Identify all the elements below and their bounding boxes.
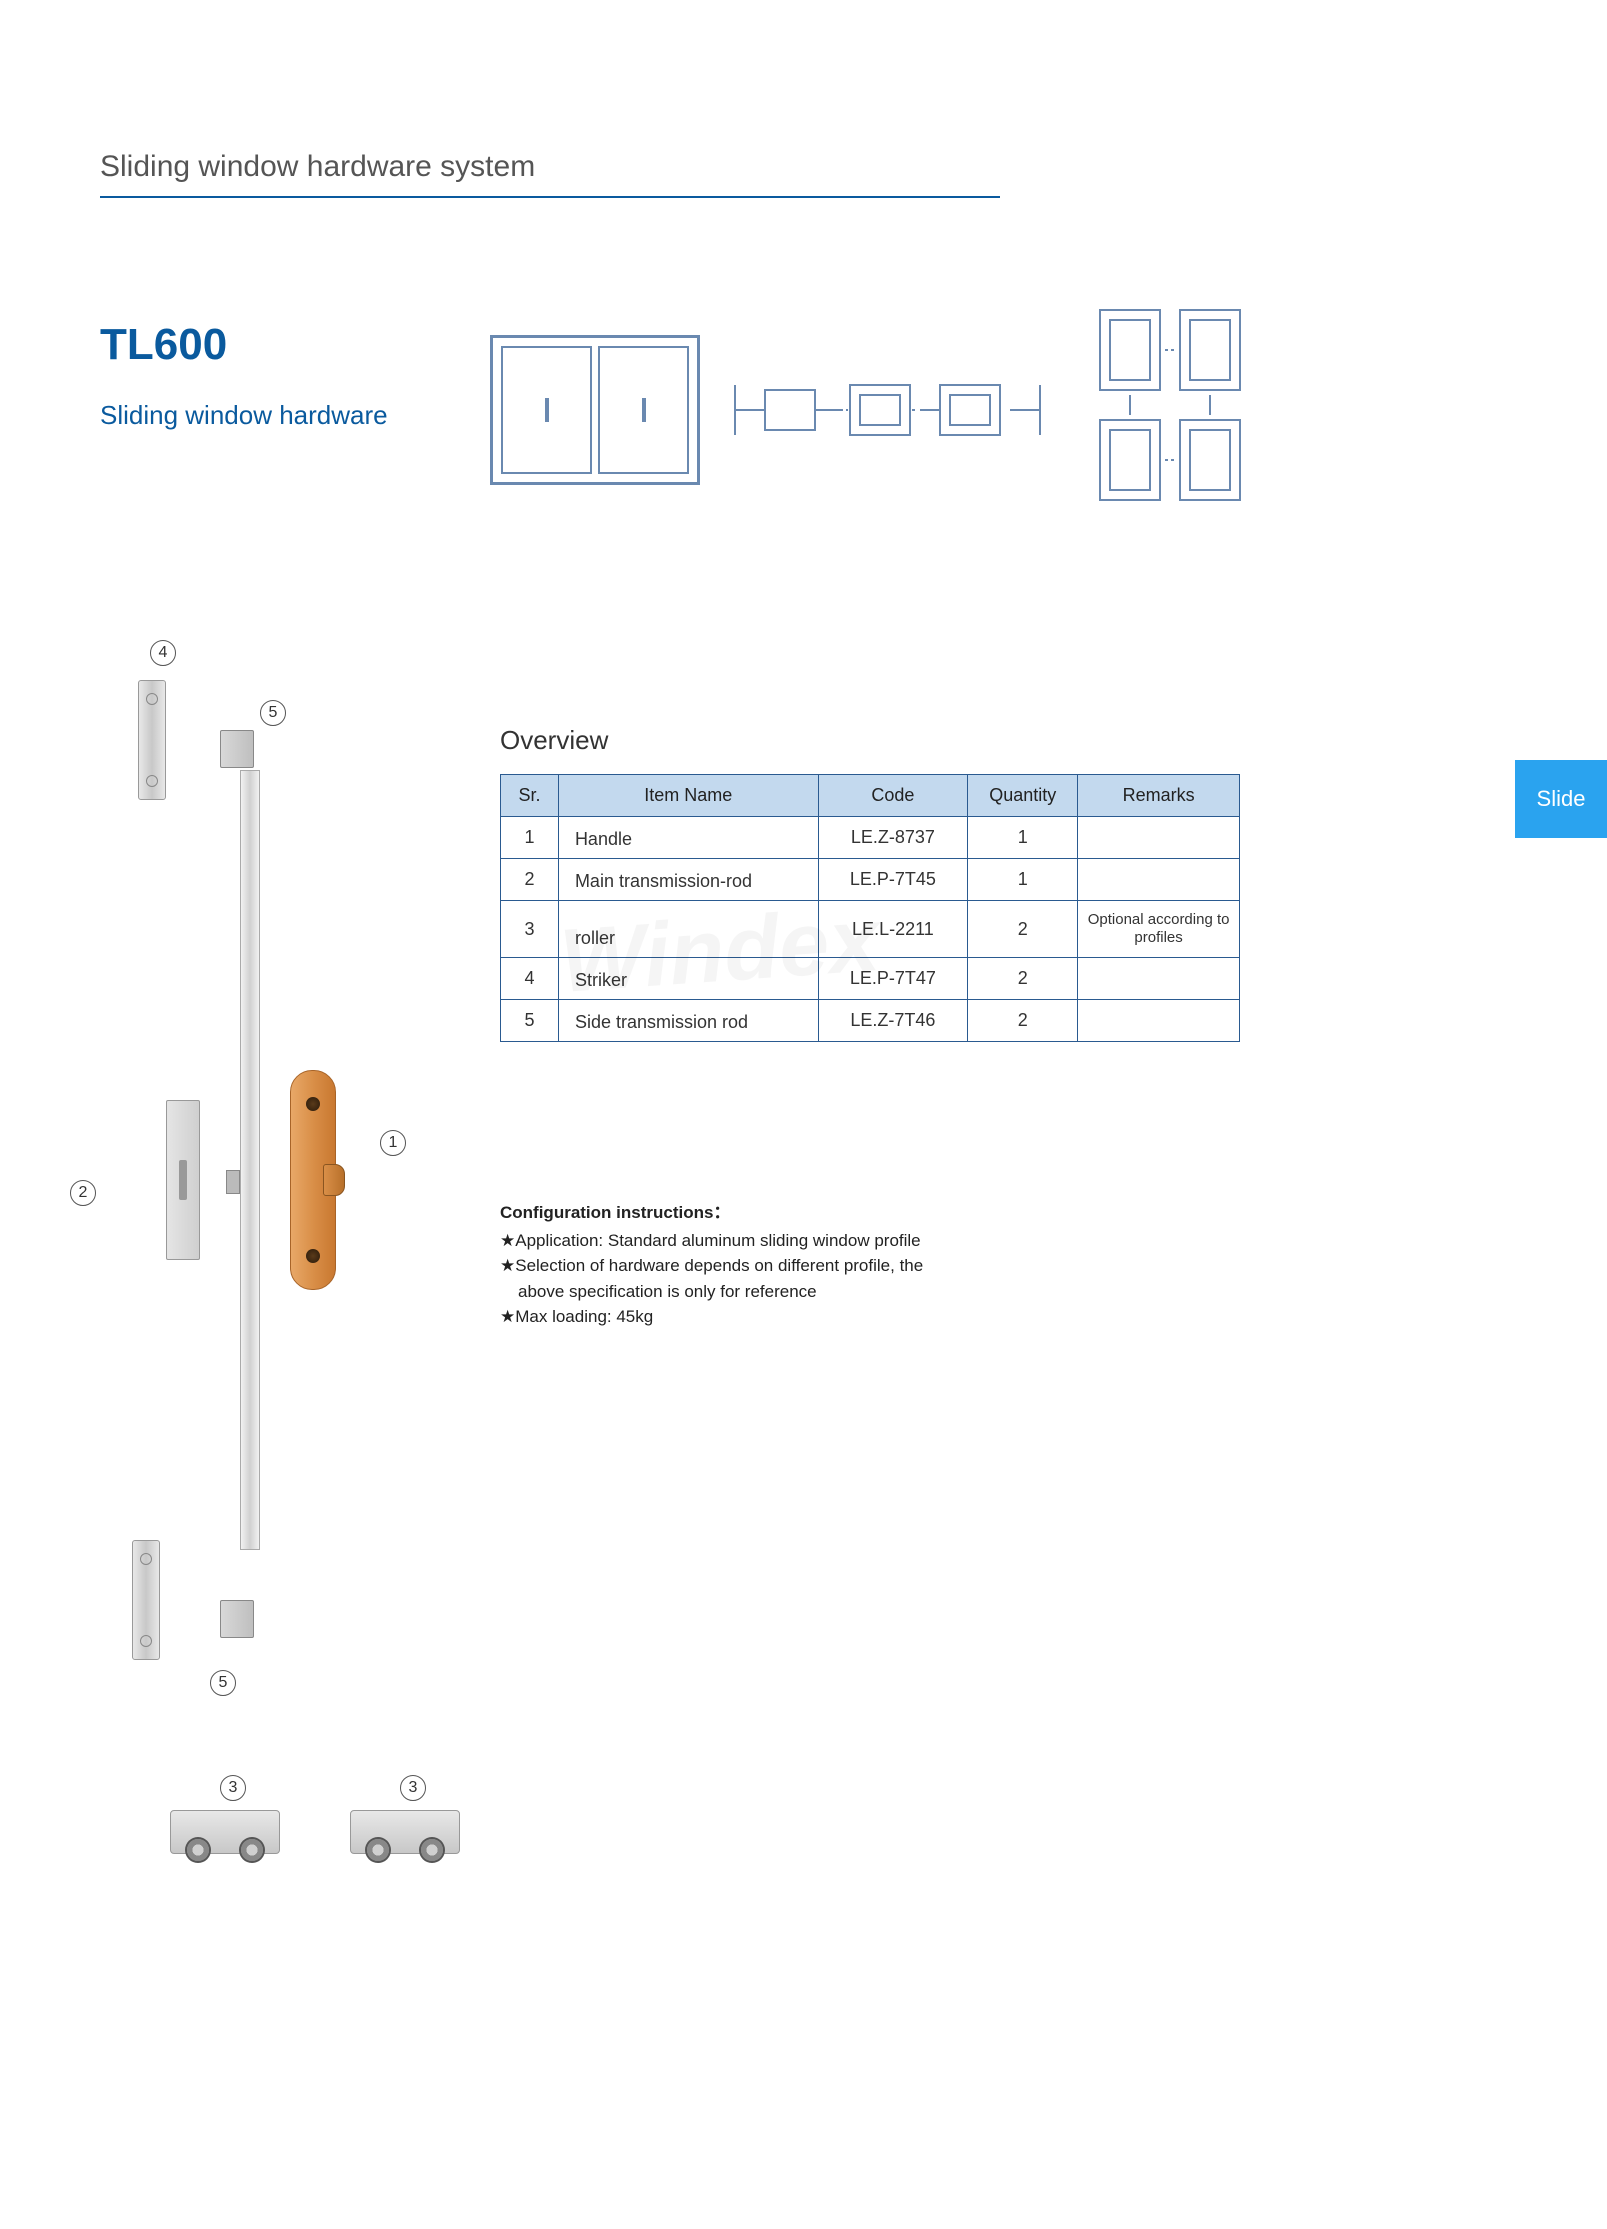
rod-pin-icon bbox=[226, 1170, 240, 1194]
overview-section: Overview Sr. Item Name Code Quantity Rem… bbox=[500, 725, 1240, 1042]
cell-qty: 2 bbox=[968, 958, 1078, 1000]
table-row: 5 Side transmission rod LE.Z-7T46 2 bbox=[501, 1000, 1240, 1042]
config-title: Configuration instructions： bbox=[500, 1200, 1200, 1226]
table-row: 4 Striker LE.P-7T47 2 bbox=[501, 958, 1240, 1000]
part-main-transmission-rod bbox=[240, 770, 260, 1550]
handle-knob-icon bbox=[323, 1164, 345, 1196]
page-header: Sliding window hardware system bbox=[100, 150, 1000, 198]
config-line: above specification is only for referenc… bbox=[500, 1279, 1200, 1305]
callout-5: 5 bbox=[260, 700, 286, 726]
part-roller bbox=[170, 1810, 280, 1854]
cell-remarks bbox=[1078, 1000, 1240, 1042]
cell-remarks bbox=[1078, 859, 1240, 901]
part-side-transmission-rod bbox=[220, 730, 254, 768]
part-roller bbox=[350, 1810, 460, 1854]
cell-remarks: Optional according to profiles bbox=[1078, 901, 1240, 958]
cell-remarks bbox=[1078, 817, 1240, 859]
col-header-quantity: Quantity bbox=[968, 775, 1078, 817]
cell-code: LE.L-2211 bbox=[818, 901, 968, 958]
table-row: 1 Handle LE.Z-8737 1 bbox=[501, 817, 1240, 859]
col-header-code: Code bbox=[818, 775, 968, 817]
profile-vertical-schematic-icon bbox=[1080, 300, 1260, 520]
cell-qty: 2 bbox=[968, 1000, 1078, 1042]
table-header-row: Sr. Item Name Code Quantity Remarks bbox=[501, 775, 1240, 817]
cell-sr: 3 bbox=[501, 901, 559, 958]
cell-qty: 1 bbox=[968, 817, 1078, 859]
cell-sr: 5 bbox=[501, 1000, 559, 1042]
overview-tbody: 1 Handle LE.Z-8737 1 2 Main transmission… bbox=[501, 817, 1240, 1042]
window-pane bbox=[598, 346, 689, 474]
part-side-transmission-rod bbox=[220, 1600, 254, 1638]
header-rule bbox=[100, 196, 1000, 198]
col-header-remarks: Remarks bbox=[1078, 775, 1240, 817]
callout-1: 1 bbox=[380, 1130, 406, 1156]
window-pane bbox=[501, 346, 592, 474]
cell-code: LE.Z-8737 bbox=[818, 817, 968, 859]
cell-qty: 2 bbox=[968, 901, 1078, 958]
callout-3: 3 bbox=[220, 1775, 246, 1801]
schematic-row bbox=[490, 300, 1260, 520]
cell-item-name: Main transmission-rod bbox=[558, 859, 818, 901]
col-header-sr: Sr. bbox=[501, 775, 559, 817]
callout-4: 4 bbox=[150, 640, 176, 666]
cell-sr: 1 bbox=[501, 817, 559, 859]
cell-remarks bbox=[1078, 958, 1240, 1000]
config-line: ★Application: Standard aluminum sliding … bbox=[500, 1228, 1200, 1254]
cell-item-name: Handle bbox=[558, 817, 818, 859]
overview-title: Overview bbox=[500, 725, 1240, 756]
side-tab-slide[interactable]: Slide bbox=[1515, 760, 1607, 838]
config-line: ★Selection of hardware depends on differ… bbox=[500, 1253, 1200, 1279]
cell-code: LE.P-7T45 bbox=[818, 859, 968, 901]
cell-code: LE.Z-7T46 bbox=[818, 1000, 968, 1042]
part-striker bbox=[132, 1540, 160, 1660]
cell-item-name: Striker bbox=[558, 958, 818, 1000]
cell-sr: 2 bbox=[501, 859, 559, 901]
cell-sr: 4 bbox=[501, 958, 559, 1000]
exploded-view: 4 5 1 2 5 3 3 bbox=[70, 640, 470, 1990]
product-model: TL600 bbox=[100, 320, 388, 370]
overview-table: Sr. Item Name Code Quantity Remarks 1 Ha… bbox=[500, 774, 1240, 1042]
product-subtitle: Sliding window hardware bbox=[100, 400, 388, 431]
part-striker bbox=[138, 680, 166, 800]
part-lock-body bbox=[166, 1100, 200, 1260]
part-handle bbox=[290, 1070, 336, 1290]
callout-2: 2 bbox=[70, 1180, 96, 1206]
cell-item-name: Side transmission rod bbox=[558, 1000, 818, 1042]
window-schematic-icon bbox=[490, 335, 700, 485]
callout-5: 5 bbox=[210, 1670, 236, 1696]
cell-code: LE.P-7T47 bbox=[818, 958, 968, 1000]
config-instructions: Configuration instructions： ★Application… bbox=[500, 1200, 1200, 1330]
config-line: ★Max loading: 45kg bbox=[500, 1304, 1200, 1330]
callout-3: 3 bbox=[400, 1775, 426, 1801]
side-tab-label: Slide bbox=[1537, 786, 1586, 812]
cell-qty: 1 bbox=[968, 859, 1078, 901]
profile-horizontal-schematic-icon bbox=[730, 355, 1050, 465]
cell-item-name: roller bbox=[558, 901, 818, 958]
table-row: 3 roller LE.L-2211 2 Optional according … bbox=[501, 901, 1240, 958]
product-title-block: TL600 Sliding window hardware bbox=[100, 320, 388, 431]
col-header-item-name: Item Name bbox=[558, 775, 818, 817]
section-title: Sliding window hardware system bbox=[100, 150, 1000, 196]
table-row: 2 Main transmission-rod LE.P-7T45 1 bbox=[501, 859, 1240, 901]
